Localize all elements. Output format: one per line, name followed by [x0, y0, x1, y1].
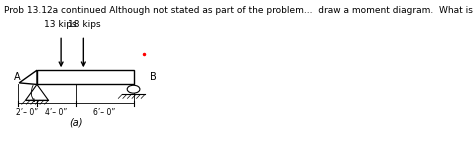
Text: (a): (a) [69, 118, 82, 128]
Text: 18 kips: 18 kips [68, 20, 101, 29]
Text: 4’– 0”: 4’– 0” [45, 108, 67, 117]
Polygon shape [26, 85, 48, 100]
Text: Prob 13.12a continued Although not stated as part of the problem...  draw a mome: Prob 13.12a continued Although not state… [4, 6, 474, 15]
Circle shape [127, 85, 140, 93]
Text: B: B [150, 71, 157, 81]
Text: 2’– 0”: 2’– 0” [17, 108, 38, 117]
Text: A: A [14, 71, 20, 81]
Polygon shape [19, 70, 37, 85]
Bar [37, 70, 134, 85]
Text: 13 kips: 13 kips [44, 20, 76, 29]
Text: 6’– 0”: 6’– 0” [93, 108, 116, 117]
